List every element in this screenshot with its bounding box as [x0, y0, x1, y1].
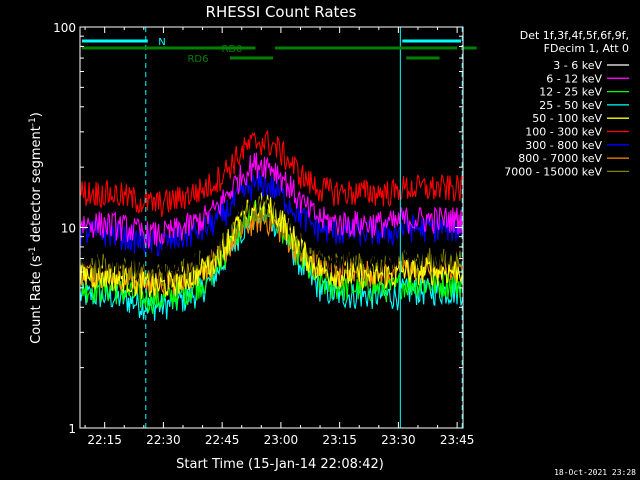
y-axis-label-sup2: -1 [28, 117, 38, 126]
x-tick-label-0: 22:15 [87, 433, 122, 447]
x-tick-label-5: 23:30 [381, 433, 416, 447]
legend-label-1: 6 - 12 keV [546, 72, 602, 85]
y-axis-label-main: Count Rate (s [29, 255, 44, 344]
x-axis-label: Start Time (15-Jan-14 22:08:42) [176, 457, 384, 472]
legend-label-4: 50 - 100 keV [532, 112, 602, 125]
series-line-0 [79, 186, 464, 284]
x-tick-label-3: 23:00 [264, 433, 299, 447]
legend-label-3: 25 - 50 keV [539, 99, 602, 112]
y-tick-label-0: 1 [68, 422, 76, 436]
y-axis-label: Count Rate (s-1 detector segment-1) [28, 112, 44, 344]
legend-label-5: 100 - 300 keV [525, 126, 602, 139]
legend-label-6: 300 - 800 keV [525, 139, 602, 152]
axes: 22:15 22:30 22:45 23:00 23:15 23:30 23:45 1 10 10… [53, 21, 474, 447]
legend-label-7: 800 - 7000 keV [518, 152, 602, 165]
legend-header-line1: Det 1f,3f,4f,5f,6f,9f, [520, 29, 629, 42]
footer-timestamp: 18-Oct-2021 23:28 [554, 468, 636, 477]
y-axis-label-sup: -1 [28, 246, 38, 255]
y-axis-label-tail: detector segment [29, 126, 44, 246]
legend: Det 1f,3f,4f,5f,6f,9f, FDecim 1, Att 0 3… [504, 29, 629, 178]
x-tick-label-1: 22:30 [146, 433, 181, 447]
flag-label-RD0: RD0 [221, 44, 242, 55]
chart-title: RHESSI Count Rates [206, 3, 357, 21]
x-tick-label-6: 23:45 [440, 433, 475, 447]
series-line-6 [79, 171, 464, 257]
series-line-5 [79, 130, 464, 218]
series-line-4 [79, 192, 464, 299]
y-tick-label-1: 10 [61, 222, 76, 236]
series-line-8 [79, 201, 464, 291]
x-tick-label-4: 23:15 [322, 433, 357, 447]
legend-label-0: 3 - 6 keV [553, 59, 602, 72]
legend-label-8: 7000 - 15000 keV [504, 165, 602, 178]
flag-label-N: N [158, 37, 165, 48]
legend-label-2: 12 - 25 keV [539, 86, 602, 99]
flag-label-RD6: RD6 [187, 54, 208, 65]
legend-header-line2: FDecim 1, Att 0 [544, 42, 629, 55]
y-axis-label-close: ) [29, 112, 44, 117]
y-tick-label-2: 100 [53, 21, 76, 35]
x-tick-label-2: 22:45 [205, 433, 240, 447]
series-line-1 [79, 152, 464, 249]
